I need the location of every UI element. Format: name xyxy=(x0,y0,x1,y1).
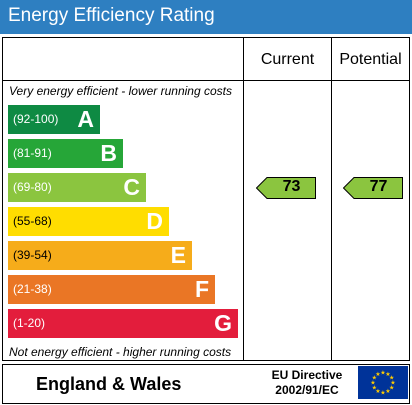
eu-star: ★ xyxy=(375,371,380,378)
eu-star: ★ xyxy=(380,390,385,397)
band-letter: C xyxy=(123,174,140,200)
eu-star: ★ xyxy=(389,375,394,382)
band-b: (81-91) B xyxy=(8,139,123,168)
arrow-current xyxy=(256,176,316,199)
eu-directive: EU Directive 2002/91/EC xyxy=(262,368,352,398)
eu-star: ★ xyxy=(372,385,377,392)
column-divider-current xyxy=(243,38,244,360)
band-letter: B xyxy=(100,140,117,166)
eu-star: ★ xyxy=(385,371,390,378)
band-range: (1-20) xyxy=(13,316,46,330)
rating-value-current: 73 xyxy=(282,177,301,195)
band-e: (39-54) E xyxy=(8,241,192,270)
footer-region: England & Wales xyxy=(36,374,182,394)
eu-star: ★ xyxy=(389,385,394,392)
rating-value-potential: 77 xyxy=(369,177,388,195)
band-a: (92-100) A xyxy=(8,105,100,134)
page-title: Energy Efficiency Rating xyxy=(8,5,215,26)
band-range: (92-100) xyxy=(13,112,59,126)
band-f: (21-38) F xyxy=(8,275,215,304)
column-header-potential: Potential xyxy=(339,51,402,68)
eu-directive-line1: EU Directive xyxy=(271,368,343,382)
eu-star: ★ xyxy=(372,375,377,382)
header-row-divider xyxy=(3,80,409,81)
eu-star: ★ xyxy=(380,370,385,377)
band-range: (39-54) xyxy=(13,248,52,262)
band-range: (21-38) xyxy=(13,282,52,296)
column-header-current: Current xyxy=(260,51,315,68)
band-d: (55-68) D xyxy=(8,207,169,236)
band-range: (69-80) xyxy=(13,180,52,194)
band-letter: D xyxy=(146,208,163,234)
eu-star: ★ xyxy=(375,388,380,395)
column-divider-potential xyxy=(331,38,332,360)
eu-flag-icon: ★★★★★★★★★ ★ ★★ xyxy=(358,366,408,399)
note-bottom: Not energy efficient - higher running co… xyxy=(9,345,232,359)
band-c: (69-80) C xyxy=(8,173,146,202)
band-range: (55-68) xyxy=(13,214,52,228)
footer xyxy=(2,364,410,404)
band-letter: E xyxy=(170,242,186,268)
band-g: (1-20) G xyxy=(8,309,238,338)
band-letter: A xyxy=(77,106,94,132)
arrow-potential xyxy=(343,176,403,199)
eu-directive-line2: 2002/91/EC xyxy=(275,383,339,397)
header-bar: Energy Efficiency Rating xyxy=(0,0,412,34)
eu-star: ★ xyxy=(370,380,375,387)
band-letter: F xyxy=(194,276,209,302)
eu-star: ★ xyxy=(390,380,395,387)
rating-chart: Current Potential Very energy efficient … xyxy=(2,37,410,361)
band-letter: G xyxy=(214,310,232,336)
note-top: Very energy efficient - lower running co… xyxy=(9,84,232,98)
eu-star: ★ xyxy=(385,388,390,395)
band-range: (81-91) xyxy=(13,146,52,160)
